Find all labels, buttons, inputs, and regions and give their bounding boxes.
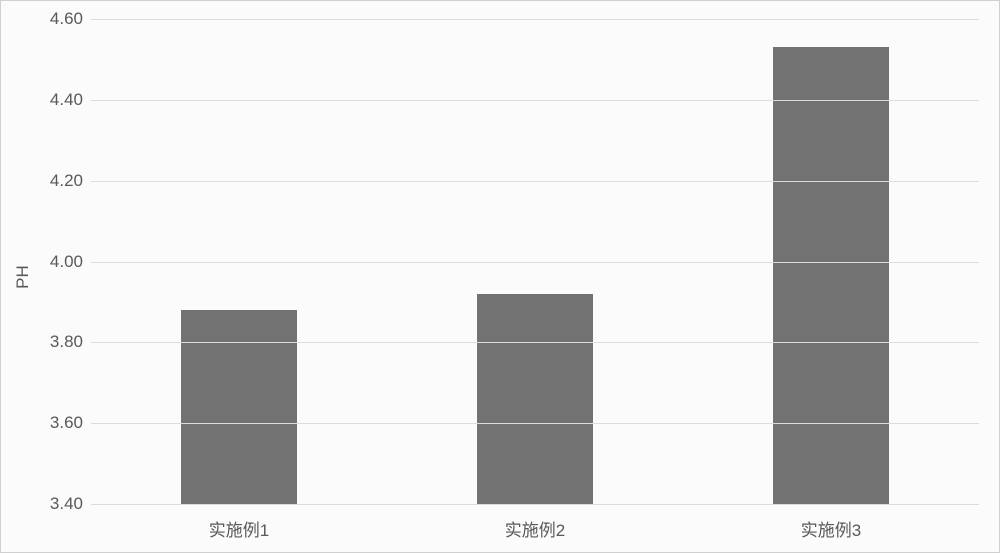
- chart-container: PH 3.403.603.804.004.204.404.60 实施例1实施例2…: [0, 0, 1000, 553]
- gridline: [91, 19, 979, 20]
- gridline: [91, 342, 979, 343]
- gridline: [91, 423, 979, 424]
- y-tick-label: 4.40: [50, 90, 83, 110]
- bar: [773, 47, 888, 504]
- x-tick-label: 实施例3: [801, 516, 861, 541]
- x-tick-label: 实施例2: [505, 516, 565, 541]
- y-tick-label: 4.60: [50, 9, 83, 29]
- gridline: [91, 262, 979, 263]
- y-tick-label: 4.00: [50, 252, 83, 272]
- y-tick-label: 3.60: [50, 413, 83, 433]
- x-tick-label: 实施例1: [209, 516, 269, 541]
- y-tick-label: 4.20: [50, 171, 83, 191]
- y-tick-label: 3.40: [50, 494, 83, 514]
- gridline: [91, 100, 979, 101]
- x-axis: 实施例1 实施例2 实施例3: [91, 504, 979, 552]
- bar: [181, 310, 296, 504]
- y-tick-label: 3.80: [50, 332, 83, 352]
- gridline: [91, 181, 979, 182]
- plot-area: [91, 19, 979, 504]
- y-axis: 3.403.603.804.004.204.404.60: [1, 19, 91, 504]
- bar: [477, 294, 592, 504]
